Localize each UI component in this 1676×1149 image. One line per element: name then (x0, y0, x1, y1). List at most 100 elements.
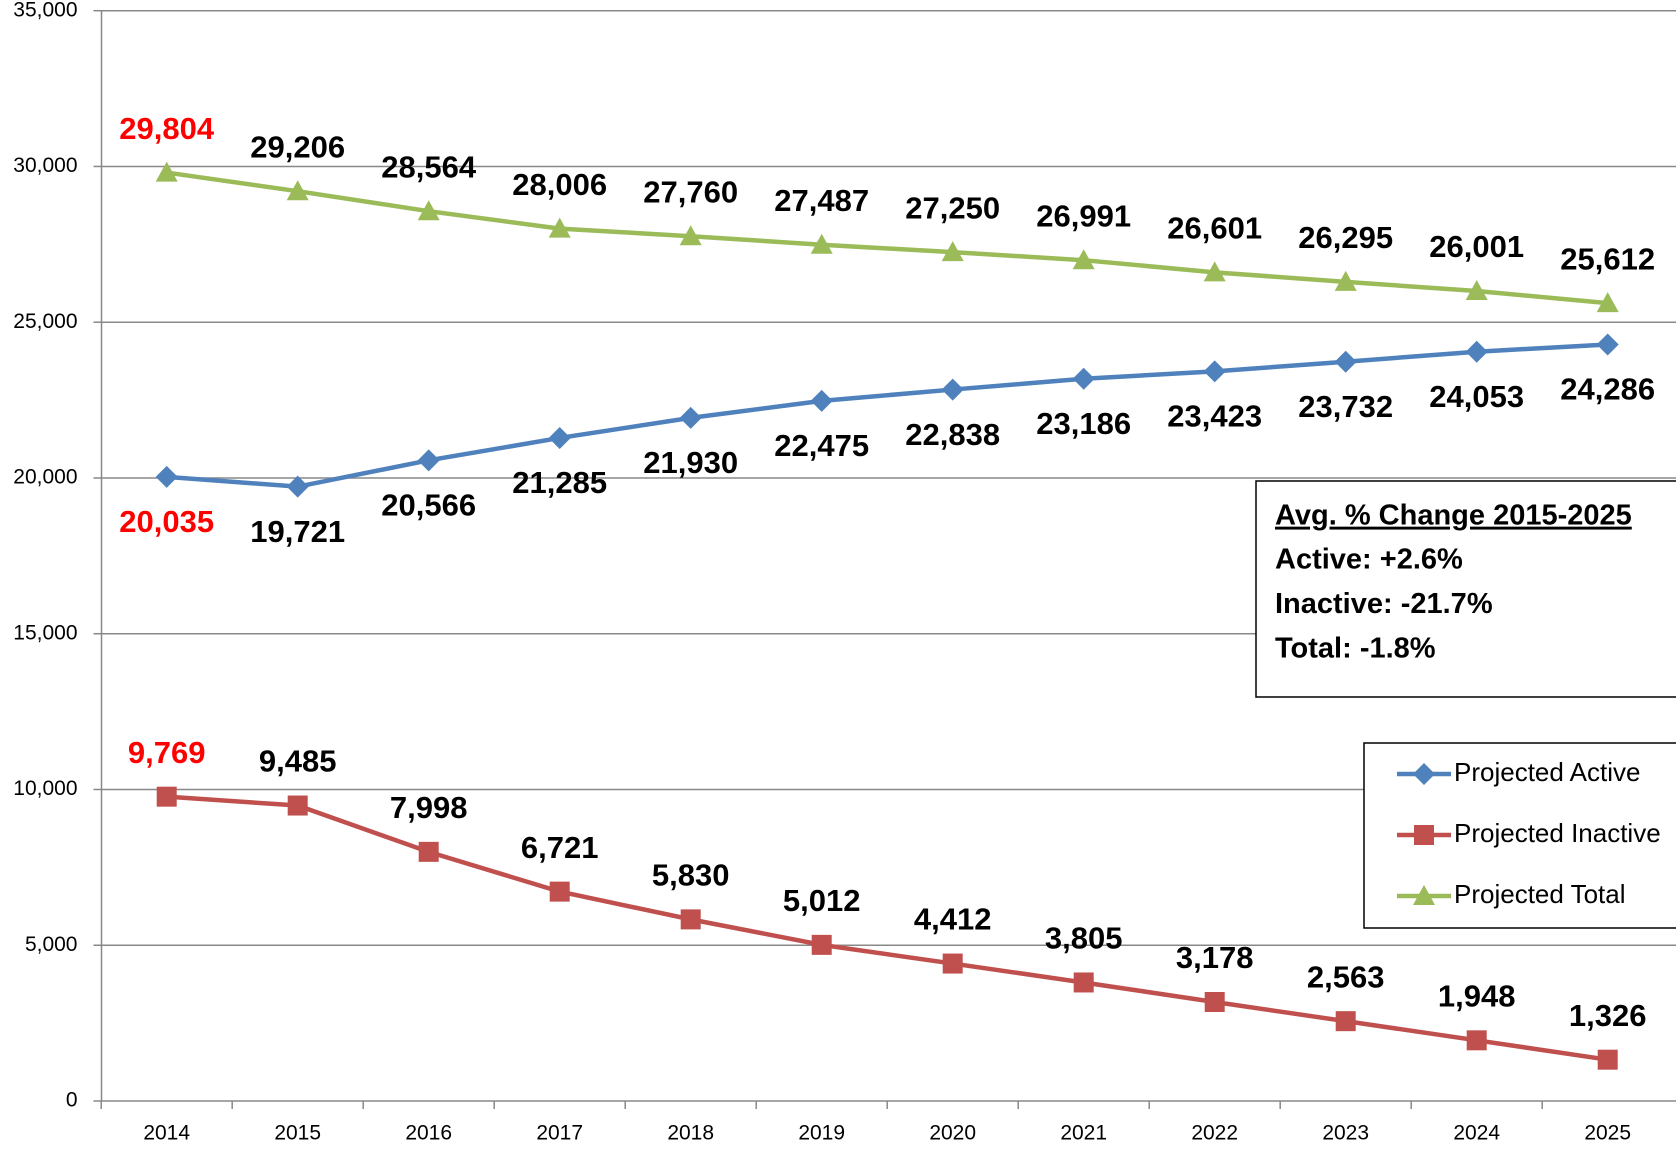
x-tick-label: 2015 (274, 1122, 321, 1145)
legend-label: Projected Total (1454, 879, 1626, 909)
data-point (418, 841, 439, 862)
data-point (287, 795, 308, 816)
x-tick-label: 2018 (667, 1122, 714, 1145)
y-tick-label: 5,000 (25, 933, 78, 956)
data-label: 6,721 (521, 830, 599, 865)
data-label: 21,285 (512, 465, 607, 500)
data-point (810, 233, 833, 254)
y-tick-label: 25,000 (13, 310, 77, 333)
y-tick-label: 10,000 (13, 777, 77, 800)
data-point (417, 449, 440, 472)
data-label: 27,487 (774, 183, 869, 218)
data-label: 20,035 (119, 504, 214, 539)
data-point (549, 881, 570, 902)
data-point (1596, 292, 1619, 313)
data-label: 3,178 (1176, 940, 1254, 975)
data-point (1073, 972, 1094, 993)
series-line (166, 342, 1608, 489)
data-point (941, 378, 964, 401)
legend-label: Projected Active (1454, 757, 1640, 787)
data-label: 23,732 (1298, 389, 1393, 424)
data-point (286, 180, 309, 201)
y-tick-label: 20,000 (13, 466, 77, 489)
data-point (286, 475, 309, 498)
data-label: 26,295 (1298, 220, 1393, 255)
data-label: 22,838 (905, 417, 1000, 452)
x-tick-label: 2016 (405, 1122, 452, 1145)
data-label: 23,423 (1167, 399, 1262, 434)
data-label: 19,721 (250, 514, 345, 549)
y-tick-label: 35,000 (13, 0, 77, 21)
data-point (680, 909, 701, 930)
data-point (1334, 270, 1357, 291)
data-label: 23,186 (1036, 406, 1131, 441)
series-line (166, 170, 1608, 306)
x-tick-label: 2020 (929, 1122, 976, 1145)
data-point (1466, 1030, 1487, 1051)
data-point (417, 200, 440, 221)
x-tick-label: 2021 (1060, 1122, 1107, 1145)
legend-marker (1414, 825, 1434, 845)
legend-marker (1413, 885, 1435, 905)
data-label: 29,206 (250, 129, 345, 164)
data-label: 25,612 (1560, 241, 1655, 276)
annotation-line: Inactive: -21.7% (1275, 588, 1493, 620)
data-label: 1,326 (1569, 998, 1647, 1033)
data-point (1203, 261, 1226, 282)
data-label: 27,760 (643, 174, 738, 209)
data-label: 27,250 (905, 190, 1000, 225)
data-point (1072, 367, 1095, 390)
data-point (1072, 249, 1095, 270)
data-label: 26,601 (1167, 211, 1262, 246)
data-label: 1,948 (1438, 979, 1516, 1014)
data-label: 29,804 (119, 111, 215, 146)
data-point (1596, 333, 1619, 356)
x-tick-label: 2014 (143, 1122, 190, 1145)
data-point (155, 161, 178, 182)
data-label: 28,564 (381, 149, 477, 184)
data-point (1597, 1049, 1618, 1070)
series-line (166, 794, 1609, 1062)
markers (155, 161, 1619, 1070)
data-label: 24,286 (1560, 372, 1655, 407)
data-point (1465, 340, 1488, 363)
legend-label: Projected Inactive (1454, 818, 1661, 848)
data-point (1203, 360, 1226, 383)
x-tick-label: 2017 (536, 1122, 583, 1145)
data-label: 9,769 (128, 735, 206, 770)
data-point (1334, 350, 1357, 373)
annotation-title: Avg. % Change 2015-2025 (1275, 500, 1632, 532)
data-point (810, 389, 833, 412)
data-point (155, 465, 178, 488)
annotation-box (1255, 480, 1676, 698)
lines (166, 170, 1609, 1062)
data-point (548, 426, 571, 449)
data-label: 2,563 (1307, 959, 1385, 994)
y-tick-label: 0 (66, 1089, 78, 1112)
data-label: 3,805 (1045, 921, 1123, 956)
data-label: 5,012 (783, 883, 861, 918)
x-tick-label: 2023 (1322, 1122, 1369, 1145)
data-point (1204, 992, 1225, 1013)
data-label: 7,998 (390, 790, 468, 825)
data-label: 9,485 (259, 744, 337, 779)
data-label: 26,001 (1429, 229, 1524, 264)
data-point (679, 406, 702, 429)
data-label: 4,412 (914, 902, 992, 937)
annotation-line: Active: +2.6% (1275, 544, 1463, 576)
y-tick-label: 15,000 (13, 621, 77, 644)
data-point (679, 225, 702, 246)
data-label: 20,566 (381, 488, 476, 523)
x-tick-label: 2024 (1453, 1122, 1500, 1145)
data-point (1465, 280, 1488, 301)
data-label: 22,475 (774, 428, 869, 463)
x-tick-label: 2025 (1584, 1122, 1631, 1145)
data-point (156, 786, 177, 807)
data-point (1335, 1011, 1356, 1032)
x-tick-label: 2022 (1191, 1122, 1238, 1145)
y-tick-label: 30,000 (13, 154, 77, 177)
data-label: 21,930 (643, 445, 738, 480)
data-label: 28,006 (512, 167, 607, 202)
legend-marker (1413, 763, 1435, 785)
